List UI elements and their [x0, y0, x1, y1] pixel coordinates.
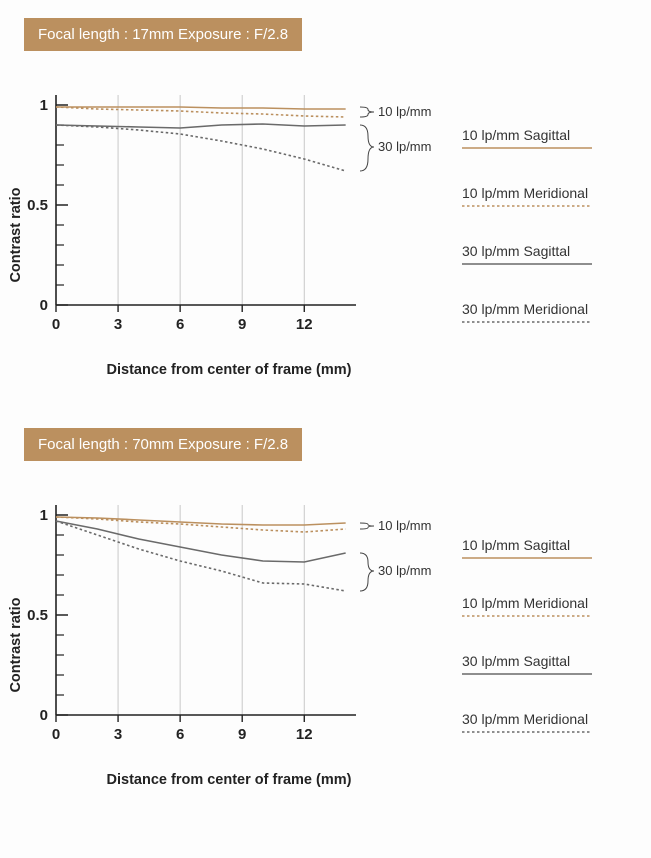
legend-swatch [462, 203, 592, 209]
legend-label: 30 lp/mm Meridional [462, 711, 592, 727]
legend-label: 10 lp/mm Meridional [462, 595, 592, 611]
legend-label: 10 lp/mm Meridional [462, 185, 592, 201]
series-mer30 [56, 125, 346, 171]
chart-row: Contrast ratio 00.5103691210 lp/mm30 lp/… [24, 501, 639, 788]
svg-text:3: 3 [114, 316, 122, 333]
legend-item-mer30: 30 lp/mm Meridional [462, 301, 592, 325]
legend-swatch [462, 555, 592, 561]
legend-item-mer10: 10 lp/mm Meridional [462, 595, 592, 619]
svg-text:0: 0 [40, 707, 48, 724]
svg-text:0.5: 0.5 [27, 197, 48, 214]
svg-text:9: 9 [238, 726, 246, 743]
chart-title-badge: Focal length : 17mm Exposure : F/2.8 [24, 18, 302, 51]
legend-label: 30 lp/mm Meridional [462, 301, 592, 317]
section-chart-0: Focal length : 17mm Exposure : F/2.8 Con… [24, 18, 639, 378]
legend-swatch [462, 145, 592, 151]
x-axis-label: Distance from center of frame (mm) [24, 362, 434, 378]
callout-30lpmm: 30 lp/mm [378, 563, 431, 578]
mtf-chart-0: 0 0.5 1 0 3 6 9 12 10 lp/mm 30 lp/mm [24, 91, 434, 333]
legend-swatch [462, 671, 592, 677]
y-axis-label: Contrast ratio [8, 187, 24, 282]
svg-text:0: 0 [52, 316, 60, 333]
series-sag30 [56, 521, 346, 562]
svg-text:12: 12 [296, 726, 313, 743]
legend-label: 10 lp/mm Sagittal [462, 537, 592, 553]
legend-swatch [462, 319, 592, 325]
section-chart-1: Focal length : 70mm Exposure : F/2.8 Con… [24, 428, 639, 788]
y-axis-label: Contrast ratio [8, 597, 24, 692]
legend-swatch [462, 261, 592, 267]
svg-text:6: 6 [176, 726, 184, 743]
legend-item-sag10: 10 lp/mm Sagittal [462, 537, 592, 561]
series-sag10 [56, 107, 346, 109]
callout-10lpmm: 10 lp/mm [378, 104, 431, 119]
legend-item-sag10: 10 lp/mm Sagittal [462, 127, 592, 151]
svg-text:1: 1 [40, 507, 48, 524]
legend-swatch [462, 729, 592, 735]
legend-item-mer10: 10 lp/mm Meridional [462, 185, 592, 209]
legend: 10 lp/mm Sagittal 10 lp/mm Meridional 30 l… [462, 127, 592, 359]
legend-label: 30 lp/mm Sagittal [462, 653, 592, 669]
svg-text:0: 0 [52, 726, 60, 743]
svg-text:9: 9 [238, 316, 246, 333]
legend-swatch [462, 613, 592, 619]
chart-row: Contrast ratio 00.5103691210 lp/mm30 lp/… [24, 91, 639, 378]
svg-text:3: 3 [114, 726, 122, 743]
legend-item-sag30: 30 lp/mm Sagittal [462, 243, 592, 267]
legend-item-mer30: 30 lp/mm Meridional [462, 711, 592, 735]
svg-text:0: 0 [40, 297, 48, 314]
legend-label: 30 lp/mm Sagittal [462, 243, 592, 259]
chart-area: Contrast ratio 00.5103691210 lp/mm30 lp/… [24, 501, 434, 788]
x-axis-label: Distance from center of frame (mm) [24, 772, 434, 788]
legend: 10 lp/mm Sagittal 10 lp/mm Meridional 30 l… [462, 537, 592, 769]
svg-text:6: 6 [176, 316, 184, 333]
legend-item-sag30: 30 lp/mm Sagittal [462, 653, 592, 677]
callout-30lpmm: 30 lp/mm [378, 139, 431, 154]
svg-text:1: 1 [40, 97, 48, 114]
series-sag30 [56, 124, 346, 128]
mtf-chart-1: 0 0.5 1 0 3 6 9 12 10 lp/mm 30 lp/mm [24, 501, 434, 743]
chart-area: Contrast ratio 00.5103691210 lp/mm30 lp/… [24, 91, 434, 378]
callout-10lpmm: 10 lp/mm [378, 518, 431, 533]
legend-label: 10 lp/mm Sagittal [462, 127, 592, 143]
page: Focal length : 17mm Exposure : F/2.8 Con… [0, 0, 651, 858]
svg-text:12: 12 [296, 316, 313, 333]
chart-title-badge: Focal length : 70mm Exposure : F/2.8 [24, 428, 302, 461]
series-sag10 [56, 517, 346, 525]
svg-text:0.5: 0.5 [27, 607, 48, 624]
